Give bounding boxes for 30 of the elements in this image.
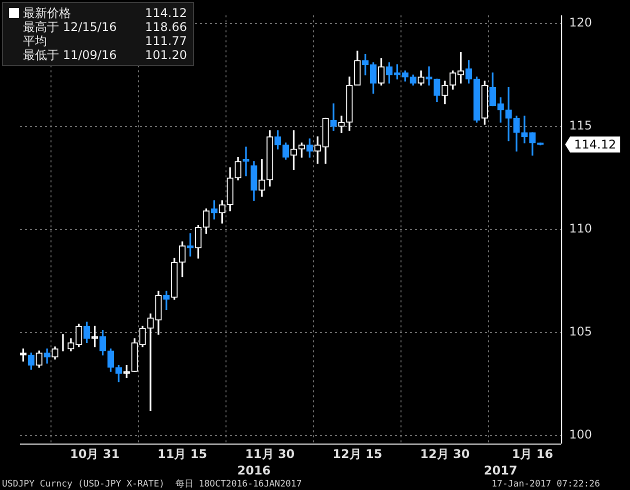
text: 2016 (237, 464, 271, 478)
y-tick-label: 115 (569, 118, 592, 133)
annotation: 最低于 11/09/16 (23, 48, 117, 62)
candlestick (505, 86, 512, 142)
annotation: 平均 (23, 34, 47, 48)
x-tick-label: 11月 30 (245, 446, 295, 461)
annotation: 101.20 (145, 48, 187, 62)
text: USDJPY Curncy (USD-JPY X-RATE) 每日 18OCT2016-16JAN2017 (2, 478, 302, 490)
x-tick-label: 11月 15 (158, 446, 208, 461)
y-tick-label: 120 (569, 16, 592, 30)
annotation: 114.12 (145, 6, 187, 20)
text: 17-Jan-2017 07:22:26 (492, 479, 600, 490)
candlestick (330, 103, 337, 131)
x-tick-label: 12月 15 (332, 446, 382, 461)
candlestick (147, 314, 154, 411)
annotation: 最高于 12/15/16 (23, 20, 117, 34)
candlestick (242, 146, 250, 176)
y-tick-label: 110 (569, 222, 592, 236)
annotation: 最新价格 (23, 6, 71, 20)
x-tick-label: 10月 31 (70, 446, 120, 461)
annotation: 118.66 (145, 20, 187, 34)
candlestick (521, 116, 528, 144)
annotation: 111.77 (145, 34, 187, 48)
x-tick-label: 12月 30 (420, 446, 470, 461)
y-tick-label: 105 (569, 324, 592, 339)
text: 2017 (484, 464, 518, 478)
text: 114.12 (574, 138, 616, 152)
y-tick-label: 100 (569, 427, 592, 442)
x-tick-label: 1月 16 (512, 446, 554, 461)
candlestick (426, 66, 432, 86)
